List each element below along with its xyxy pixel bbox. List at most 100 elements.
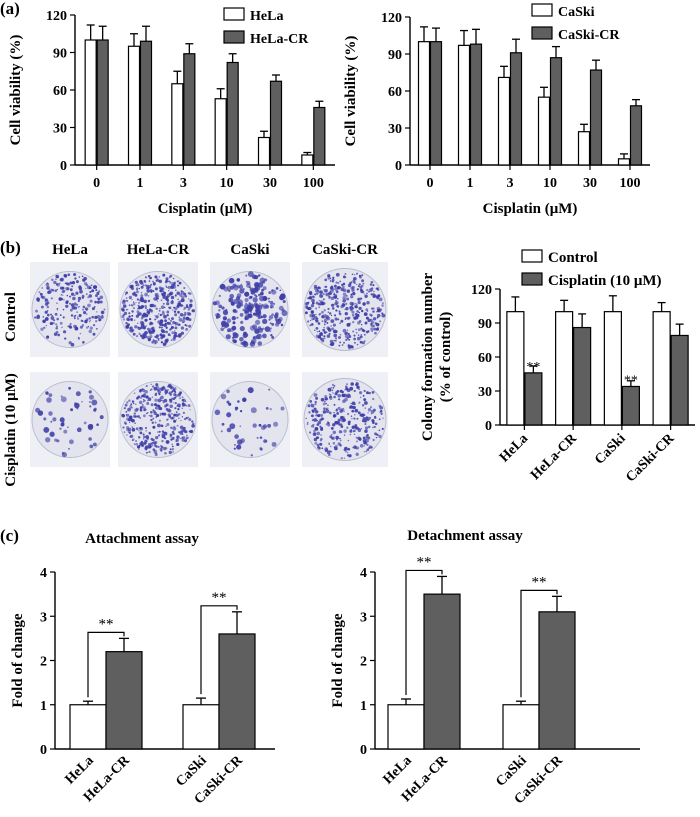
- colony-dot: [69, 302, 71, 305]
- colony-dot: [221, 422, 225, 426]
- y-tick-label: 0: [395, 159, 402, 174]
- colony-dot: [89, 319, 92, 322]
- colony-dot: [81, 324, 85, 327]
- colony-dot: [131, 298, 133, 301]
- colony-dot: [367, 425, 371, 429]
- colony-dot: [70, 292, 75, 296]
- colony-dot: [359, 391, 363, 395]
- colony-dot: [319, 332, 323, 336]
- colony-dot: [59, 314, 62, 316]
- colony-dot: [351, 313, 355, 317]
- x-tick-label: 30: [583, 176, 597, 191]
- colony-dot: [145, 307, 147, 309]
- colony-dot: [344, 389, 346, 391]
- colony-dot: [155, 315, 159, 319]
- colony-dot: [175, 411, 178, 414]
- legend-swatch: [531, 3, 553, 17]
- colony-dot: [98, 319, 101, 322]
- colony-dot: [91, 315, 95, 319]
- colony-dot: [184, 439, 187, 443]
- colony-dot: [139, 408, 142, 411]
- colony-dot: [188, 324, 192, 328]
- colony-dot: [96, 315, 101, 319]
- colony-dot: [352, 446, 354, 449]
- y-tick-label: 120: [381, 11, 402, 26]
- colony-dot: [337, 281, 340, 285]
- colony-dot: [314, 402, 317, 406]
- colony-dot: [316, 317, 319, 320]
- colony-dot: [356, 448, 358, 450]
- colony-dot: [342, 292, 347, 296]
- colony-dot: [145, 395, 149, 399]
- colony-dot: [235, 408, 238, 411]
- colony-dot: [155, 385, 159, 389]
- colony-dot: [182, 433, 184, 436]
- colony-dot: [76, 427, 82, 433]
- colony-dot: [356, 343, 359, 346]
- colony-dot: [89, 299, 93, 303]
- colony-dot: [149, 414, 153, 418]
- colony-dot: [42, 316, 45, 318]
- colony-dot: [154, 406, 158, 410]
- colony-dot: [73, 272, 77, 277]
- y-tick-label: 0: [60, 159, 67, 174]
- y-tick-label: 4: [40, 566, 47, 581]
- colony-dot: [165, 389, 167, 392]
- bar: [139, 40, 153, 166]
- colony-dot: [71, 314, 73, 317]
- colony-dot: [184, 295, 188, 298]
- colony-dot: [252, 312, 257, 316]
- significance-bracket: [405, 569, 443, 695]
- colony-dot: [64, 282, 67, 285]
- colony-dot: [351, 273, 354, 276]
- colony-dot: [179, 397, 181, 399]
- colony-dot: [323, 309, 326, 312]
- colony-dot: [151, 328, 156, 333]
- colony-dot: [319, 439, 322, 442]
- colony-dot: [365, 308, 369, 312]
- colony-dot: [324, 400, 326, 403]
- colony-dot: [181, 396, 184, 399]
- colony-dot: [275, 318, 282, 325]
- colony-dot: [82, 278, 86, 282]
- colony-dot: [220, 430, 223, 433]
- colony-dot: [308, 291, 313, 295]
- colony-dot: [180, 331, 184, 335]
- legend-label: Cisplatin (10 μM): [548, 273, 662, 289]
- colony-dot: [186, 434, 188, 436]
- colony-dot: [372, 426, 374, 429]
- colony-dot: [91, 289, 95, 293]
- colony-dot: [363, 389, 366, 393]
- colony-dot: [240, 438, 245, 443]
- colony-dot: [328, 442, 330, 444]
- colony-dot: [344, 273, 347, 275]
- colony-dot: [320, 337, 324, 342]
- colony-dot: [355, 303, 357, 305]
- colony-dot: [328, 312, 332, 315]
- colony-dot: [88, 294, 93, 298]
- colony-dot: [45, 282, 50, 287]
- colony-dot: [158, 387, 161, 390]
- colony-dot: [329, 280, 332, 282]
- colony-dot: [262, 327, 265, 330]
- x-tick-label: 10: [220, 176, 234, 191]
- colony-dot: [182, 398, 186, 403]
- colony-dot: [350, 308, 353, 312]
- colony-dot: [174, 313, 178, 317]
- y-tick-label: 4: [360, 566, 367, 581]
- colony-dot: [361, 324, 363, 326]
- colony-dot: [157, 295, 160, 297]
- colony-dot: [161, 439, 164, 443]
- bar: [457, 44, 471, 166]
- bar: [218, 633, 256, 750]
- colony-dot: [373, 327, 377, 331]
- colony-dot: [236, 316, 239, 319]
- colony-dot: [376, 311, 378, 313]
- colony-dot: [63, 330, 67, 334]
- colony-dot: [361, 279, 365, 283]
- colony-dot: [185, 328, 188, 331]
- colony-dot: [158, 313, 160, 315]
- colony-dot: [378, 310, 380, 313]
- colony-dot: [356, 417, 359, 420]
- colony-dot: [326, 407, 329, 411]
